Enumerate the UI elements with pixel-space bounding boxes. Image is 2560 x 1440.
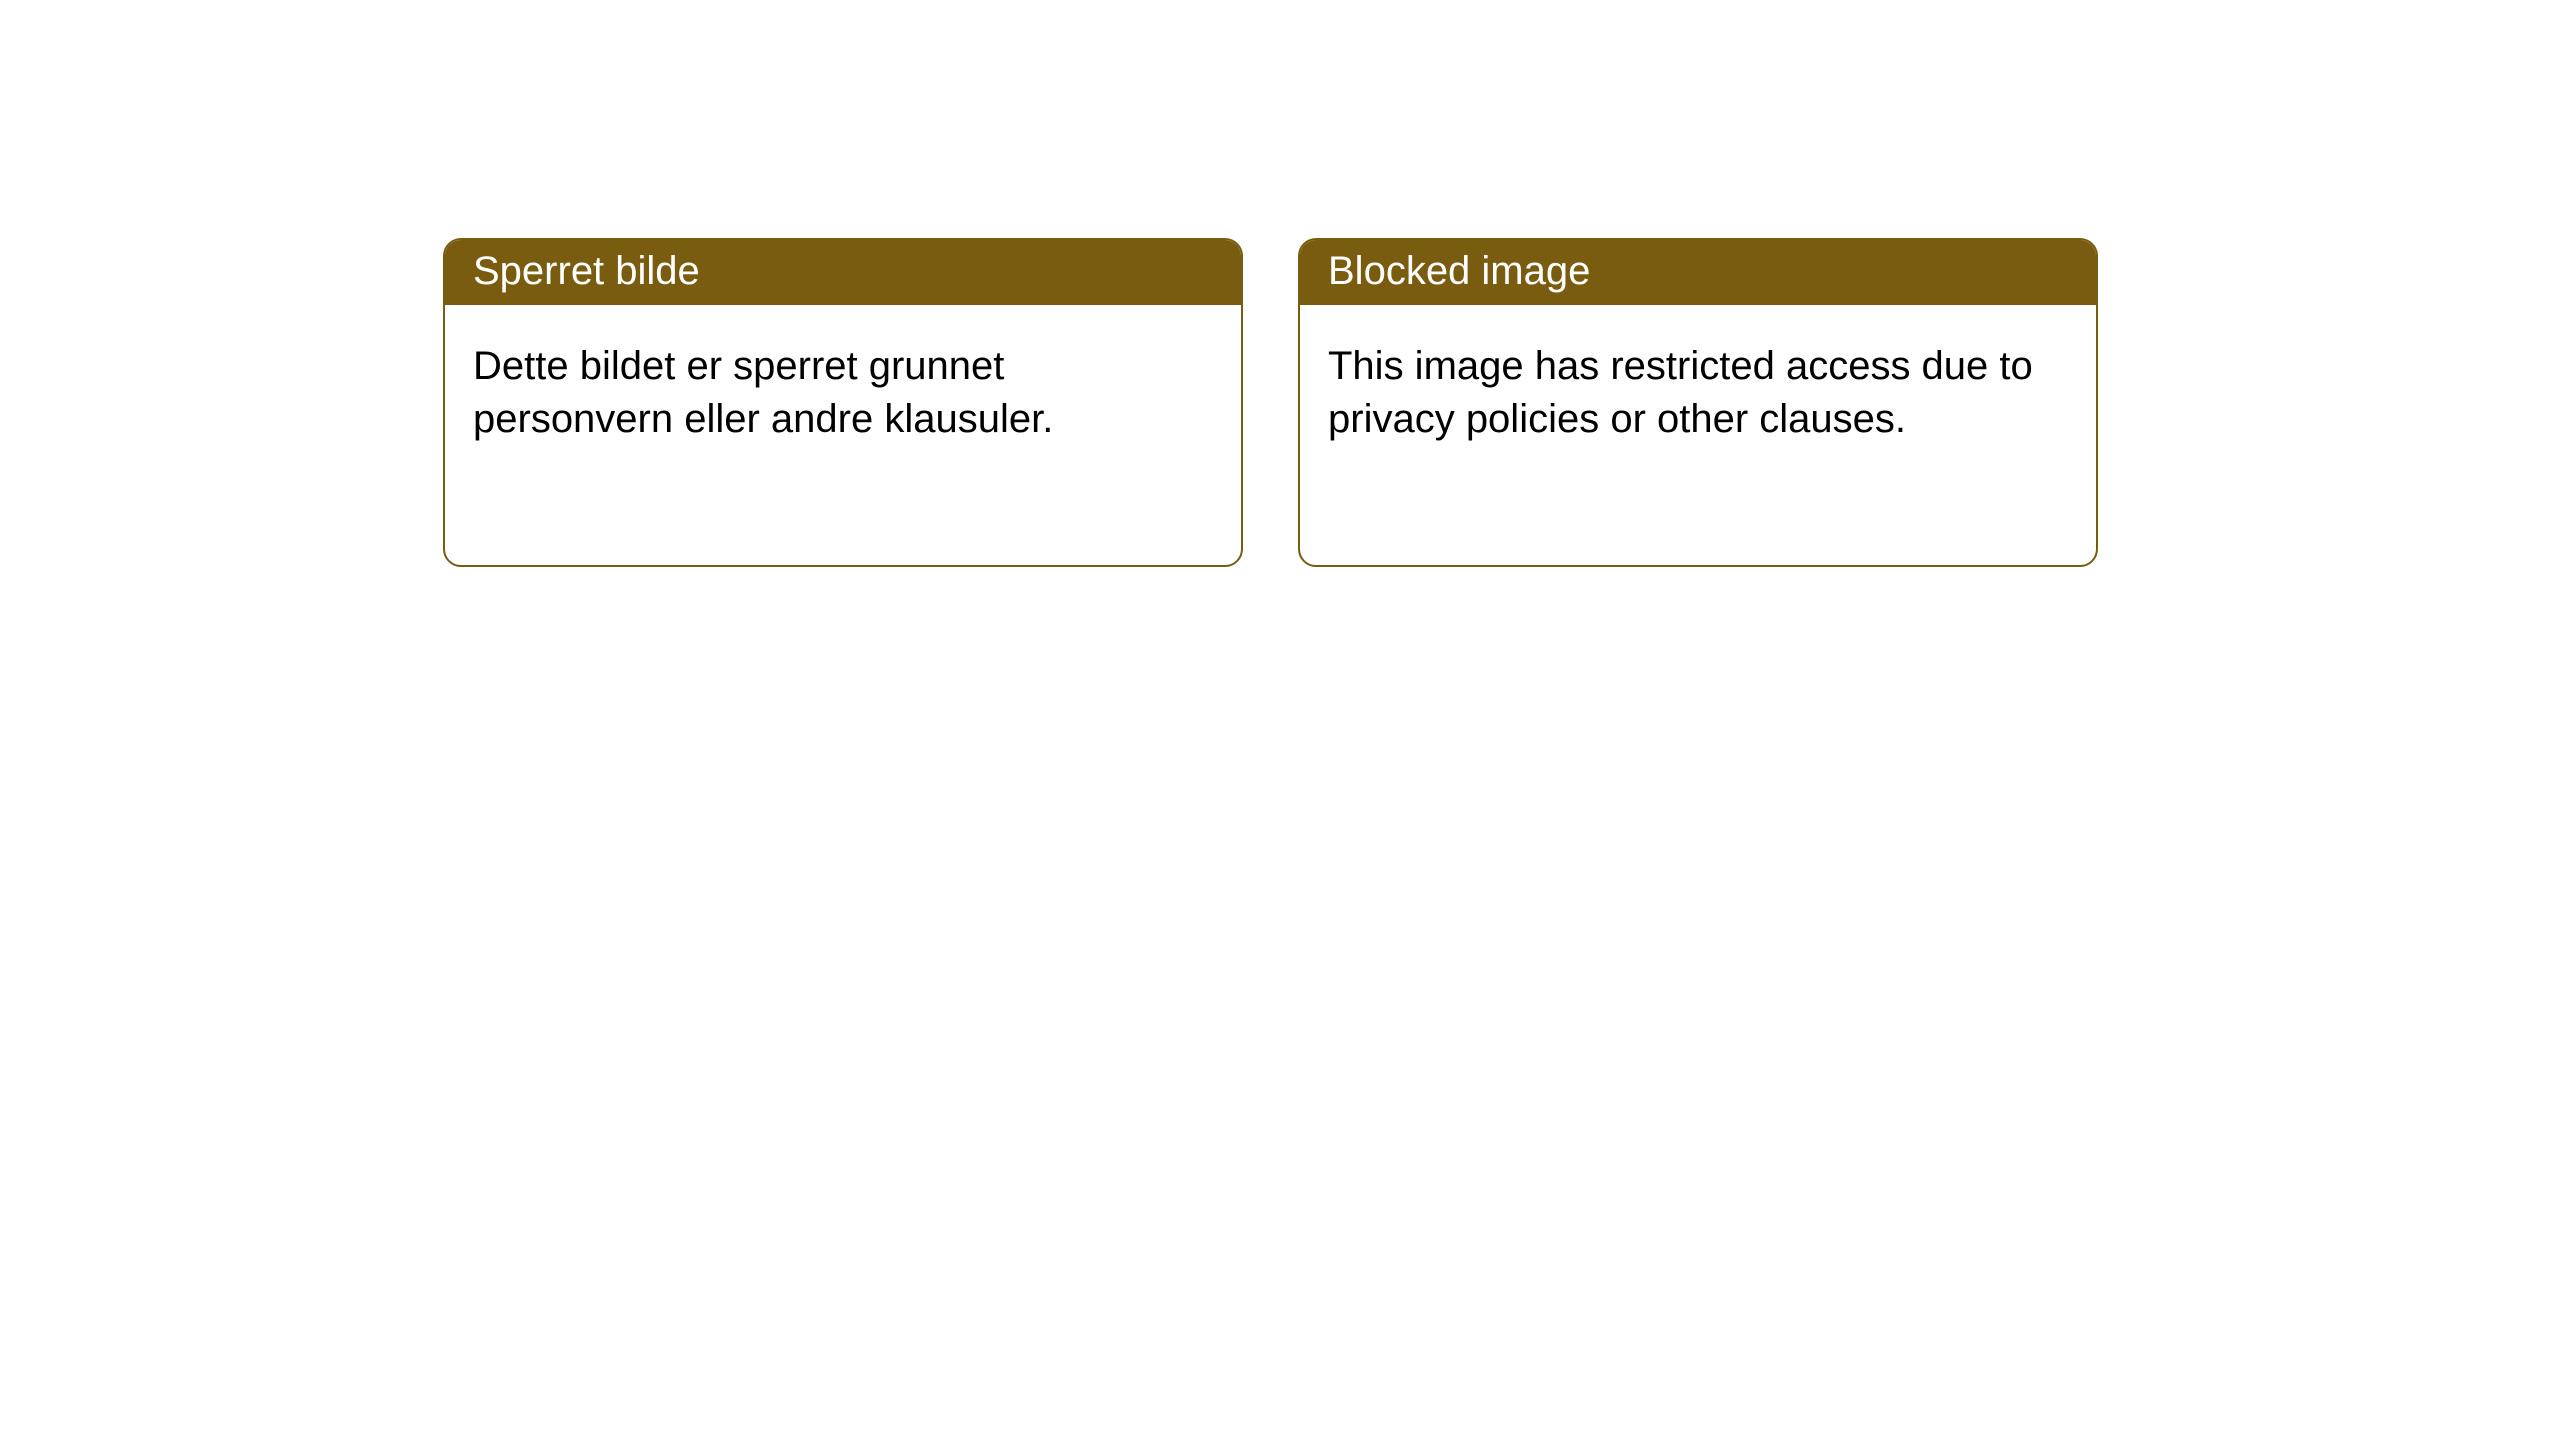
notice-card-title: Blocked image — [1300, 240, 2096, 305]
notice-card-norwegian: Sperret bilde Dette bildet er sperret gr… — [443, 238, 1243, 567]
notice-card-body: Dette bildet er sperret grunnet personve… — [445, 305, 1241, 565]
notice-cards-container: Sperret bilde Dette bildet er sperret gr… — [0, 0, 2560, 567]
notice-card-body: This image has restricted access due to … — [1300, 305, 2096, 565]
notice-card-english: Blocked image This image has restricted … — [1298, 238, 2098, 567]
notice-card-title: Sperret bilde — [445, 240, 1241, 305]
